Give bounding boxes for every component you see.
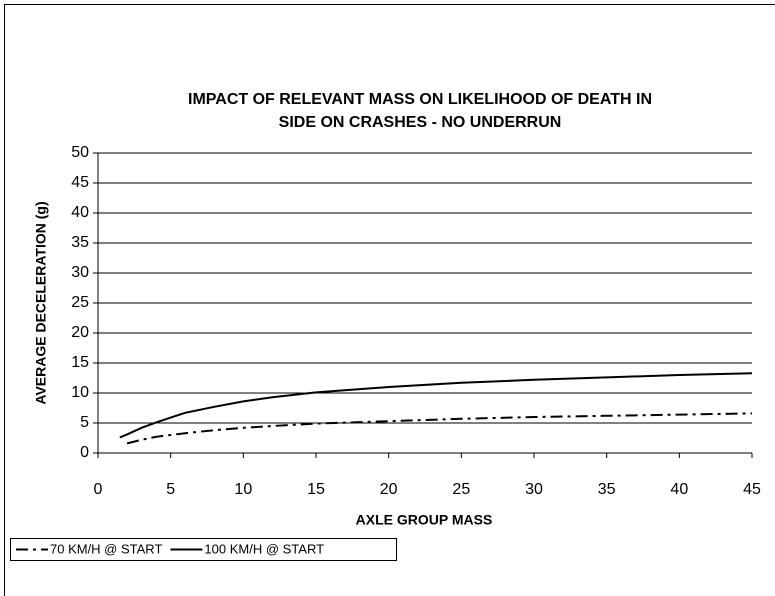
x-tick-label: 20 (380, 481, 398, 498)
data-line (126, 412, 753, 445)
x-tick-label: 45 (743, 481, 761, 498)
y-tick-label: 15 (71, 354, 89, 371)
chart-title: SIDE ON CRASHES - NO UNDERRUN (279, 114, 562, 131)
x-tick-label: 15 (307, 481, 325, 498)
y-tick-label: 40 (71, 204, 89, 221)
y-tick-label: 0 (80, 444, 89, 461)
x-tick-label: 10 (234, 481, 252, 498)
x-axis-label: AXLE GROUP MASS (356, 512, 493, 528)
y-axis-label: AVERAGE DECELERATION (g) (33, 201, 49, 404)
legend-label: 70 KM/H @ START (50, 541, 162, 556)
legend-label: 100 KM/H @ START (204, 541, 324, 556)
chart-title: IMPACT OF RELEVANT MASS ON LIKELIHOOD OF… (188, 91, 652, 108)
x-tick-label: 25 (452, 481, 470, 498)
y-tick-label: 30 (71, 264, 89, 281)
y-tick-label: 35 (71, 234, 89, 251)
x-tick-label: 35 (598, 481, 616, 498)
y-tick-label: 50 (71, 144, 89, 161)
legend-box (10, 538, 397, 561)
x-tick-label: 0 (94, 481, 103, 498)
chart-frame (4, 4, 775, 596)
y-tick-label: 20 (71, 324, 89, 341)
y-tick-label: 5 (80, 414, 89, 431)
x-tick-label: 40 (670, 481, 688, 498)
y-tick-label: 10 (71, 384, 89, 401)
data-line (119, 372, 753, 439)
x-tick-label: 5 (166, 481, 175, 498)
x-tick-label: 30 (525, 481, 543, 498)
y-tick-label: 25 (71, 294, 89, 311)
y-tick-label: 45 (71, 174, 89, 191)
